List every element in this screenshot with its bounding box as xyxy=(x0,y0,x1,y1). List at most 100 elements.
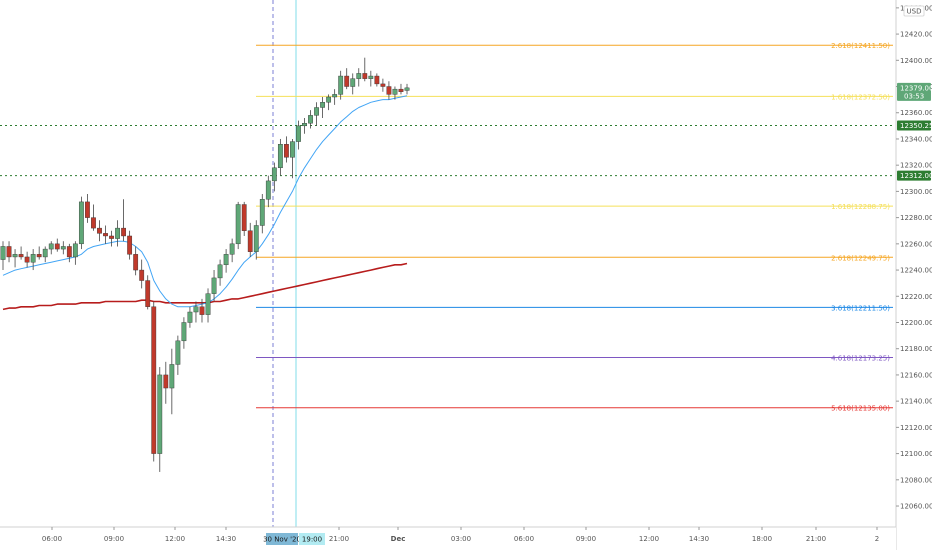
candle-body xyxy=(133,254,139,271)
time-axis-label: Dec xyxy=(391,535,406,543)
candle xyxy=(253,220,259,260)
candle-body xyxy=(392,88,398,95)
fibonacci-extension[interactable]: 2.618(12411.50) 1.618(12372.50) 1.618(1228… xyxy=(256,42,893,413)
price-axis-label: 12140.00 xyxy=(900,398,932,406)
candle xyxy=(78,196,84,250)
price-axis-label: 12400.00 xyxy=(900,57,932,65)
candle-body xyxy=(338,75,344,95)
candle xyxy=(169,348,175,415)
candle xyxy=(175,335,181,375)
candle-body xyxy=(103,233,108,237)
candle xyxy=(66,243,72,263)
time-highlight-label: 19:00 xyxy=(302,536,322,544)
price-axis-label: 12080.00 xyxy=(900,476,932,484)
price-line-label: 12312.00 xyxy=(897,170,932,181)
candle xyxy=(271,162,277,192)
price-line-label: 12350.25 xyxy=(897,120,932,131)
fib-level-label: 1.618(12372.50) xyxy=(831,93,890,101)
candle xyxy=(109,230,114,247)
time-axis-background xyxy=(0,527,896,550)
candle-body xyxy=(151,306,157,454)
candle xyxy=(368,70,374,87)
moving-average-fast-line xyxy=(2,95,408,308)
candle xyxy=(24,251,30,268)
price-line-label-value: 12312.00 xyxy=(900,172,932,180)
candle xyxy=(308,110,313,129)
time-axis-label: 06:00 xyxy=(42,535,62,543)
time-axis-label: 2 xyxy=(875,535,879,543)
candle xyxy=(12,249,18,268)
candle-body xyxy=(60,246,66,250)
candle-body xyxy=(223,254,229,266)
candle xyxy=(235,201,241,250)
candle-body xyxy=(72,243,78,258)
candle-body xyxy=(78,201,84,245)
candle-body xyxy=(320,102,325,108)
candle-body xyxy=(404,87,410,91)
candle-body xyxy=(302,123,307,127)
candle xyxy=(139,259,145,289)
candle-body xyxy=(139,269,145,281)
candle xyxy=(241,201,247,236)
candle xyxy=(205,288,211,323)
candle xyxy=(386,81,392,100)
candle-body xyxy=(308,115,313,124)
candle-body xyxy=(314,107,319,116)
candle xyxy=(229,238,235,263)
currency-badge[interactable] xyxy=(903,5,925,17)
candle xyxy=(133,246,139,276)
candle-body xyxy=(265,180,271,200)
price-axis-label: 12340.00 xyxy=(900,135,932,143)
price-axis[interactable]: 12060.00 12080.00 12100.00 12120.00 12140.00… xyxy=(895,0,932,550)
time-axis[interactable]: 06:00 09:00 12:00 14:30 21:00 Dec 03:00 06:00 09… xyxy=(0,526,896,550)
time-axis-label: 12:00 xyxy=(165,535,185,543)
price-axis-label: 12240.00 xyxy=(900,267,932,275)
candle-body xyxy=(259,199,265,226)
candle-body xyxy=(145,280,151,307)
candle-body xyxy=(157,374,163,454)
candle-body xyxy=(296,125,301,142)
price-axis-label: 12120.00 xyxy=(900,424,932,432)
vertical-markers xyxy=(272,0,297,527)
candle-body xyxy=(115,227,120,239)
candle xyxy=(284,136,289,163)
candle-body xyxy=(24,256,30,263)
horizontal-lines xyxy=(0,125,895,177)
candle-body xyxy=(42,248,48,258)
candle-body xyxy=(380,83,386,87)
candle xyxy=(326,94,332,111)
candle-body xyxy=(181,322,187,342)
fib-level-label: 3.618(12211.50) xyxy=(831,304,890,312)
candle xyxy=(374,73,380,87)
candle-body xyxy=(169,364,175,389)
candle xyxy=(0,241,6,271)
time-axis-label: 09:00 xyxy=(576,535,596,543)
price-line-label-value: 12350.25 xyxy=(900,122,932,130)
candle-body xyxy=(253,225,259,252)
candle xyxy=(356,68,362,87)
candle xyxy=(97,220,102,242)
plot-background xyxy=(0,0,895,527)
candle xyxy=(42,246,48,263)
currency-label: USD xyxy=(907,8,922,16)
grid xyxy=(0,0,895,527)
candle xyxy=(277,138,283,176)
candles xyxy=(0,57,410,472)
fib-level-label: 4.618(12173.25) xyxy=(831,355,890,363)
price-axis-label: 12200.00 xyxy=(900,319,932,327)
candle-body xyxy=(326,96,332,103)
time-axis-label: 06:00 xyxy=(514,535,534,543)
price-axis-label: 12420.00 xyxy=(900,31,932,39)
time-axis-label: 21:00 xyxy=(806,535,826,543)
candle-body xyxy=(271,167,277,182)
candle xyxy=(350,73,356,95)
price-axis-label: 12100.00 xyxy=(900,450,932,458)
candle-body xyxy=(386,86,392,95)
moving-average-slow-line xyxy=(2,262,408,311)
candle xyxy=(163,361,169,404)
candle-body xyxy=(241,204,247,231)
candle-body xyxy=(277,144,283,169)
candle xyxy=(404,83,410,95)
